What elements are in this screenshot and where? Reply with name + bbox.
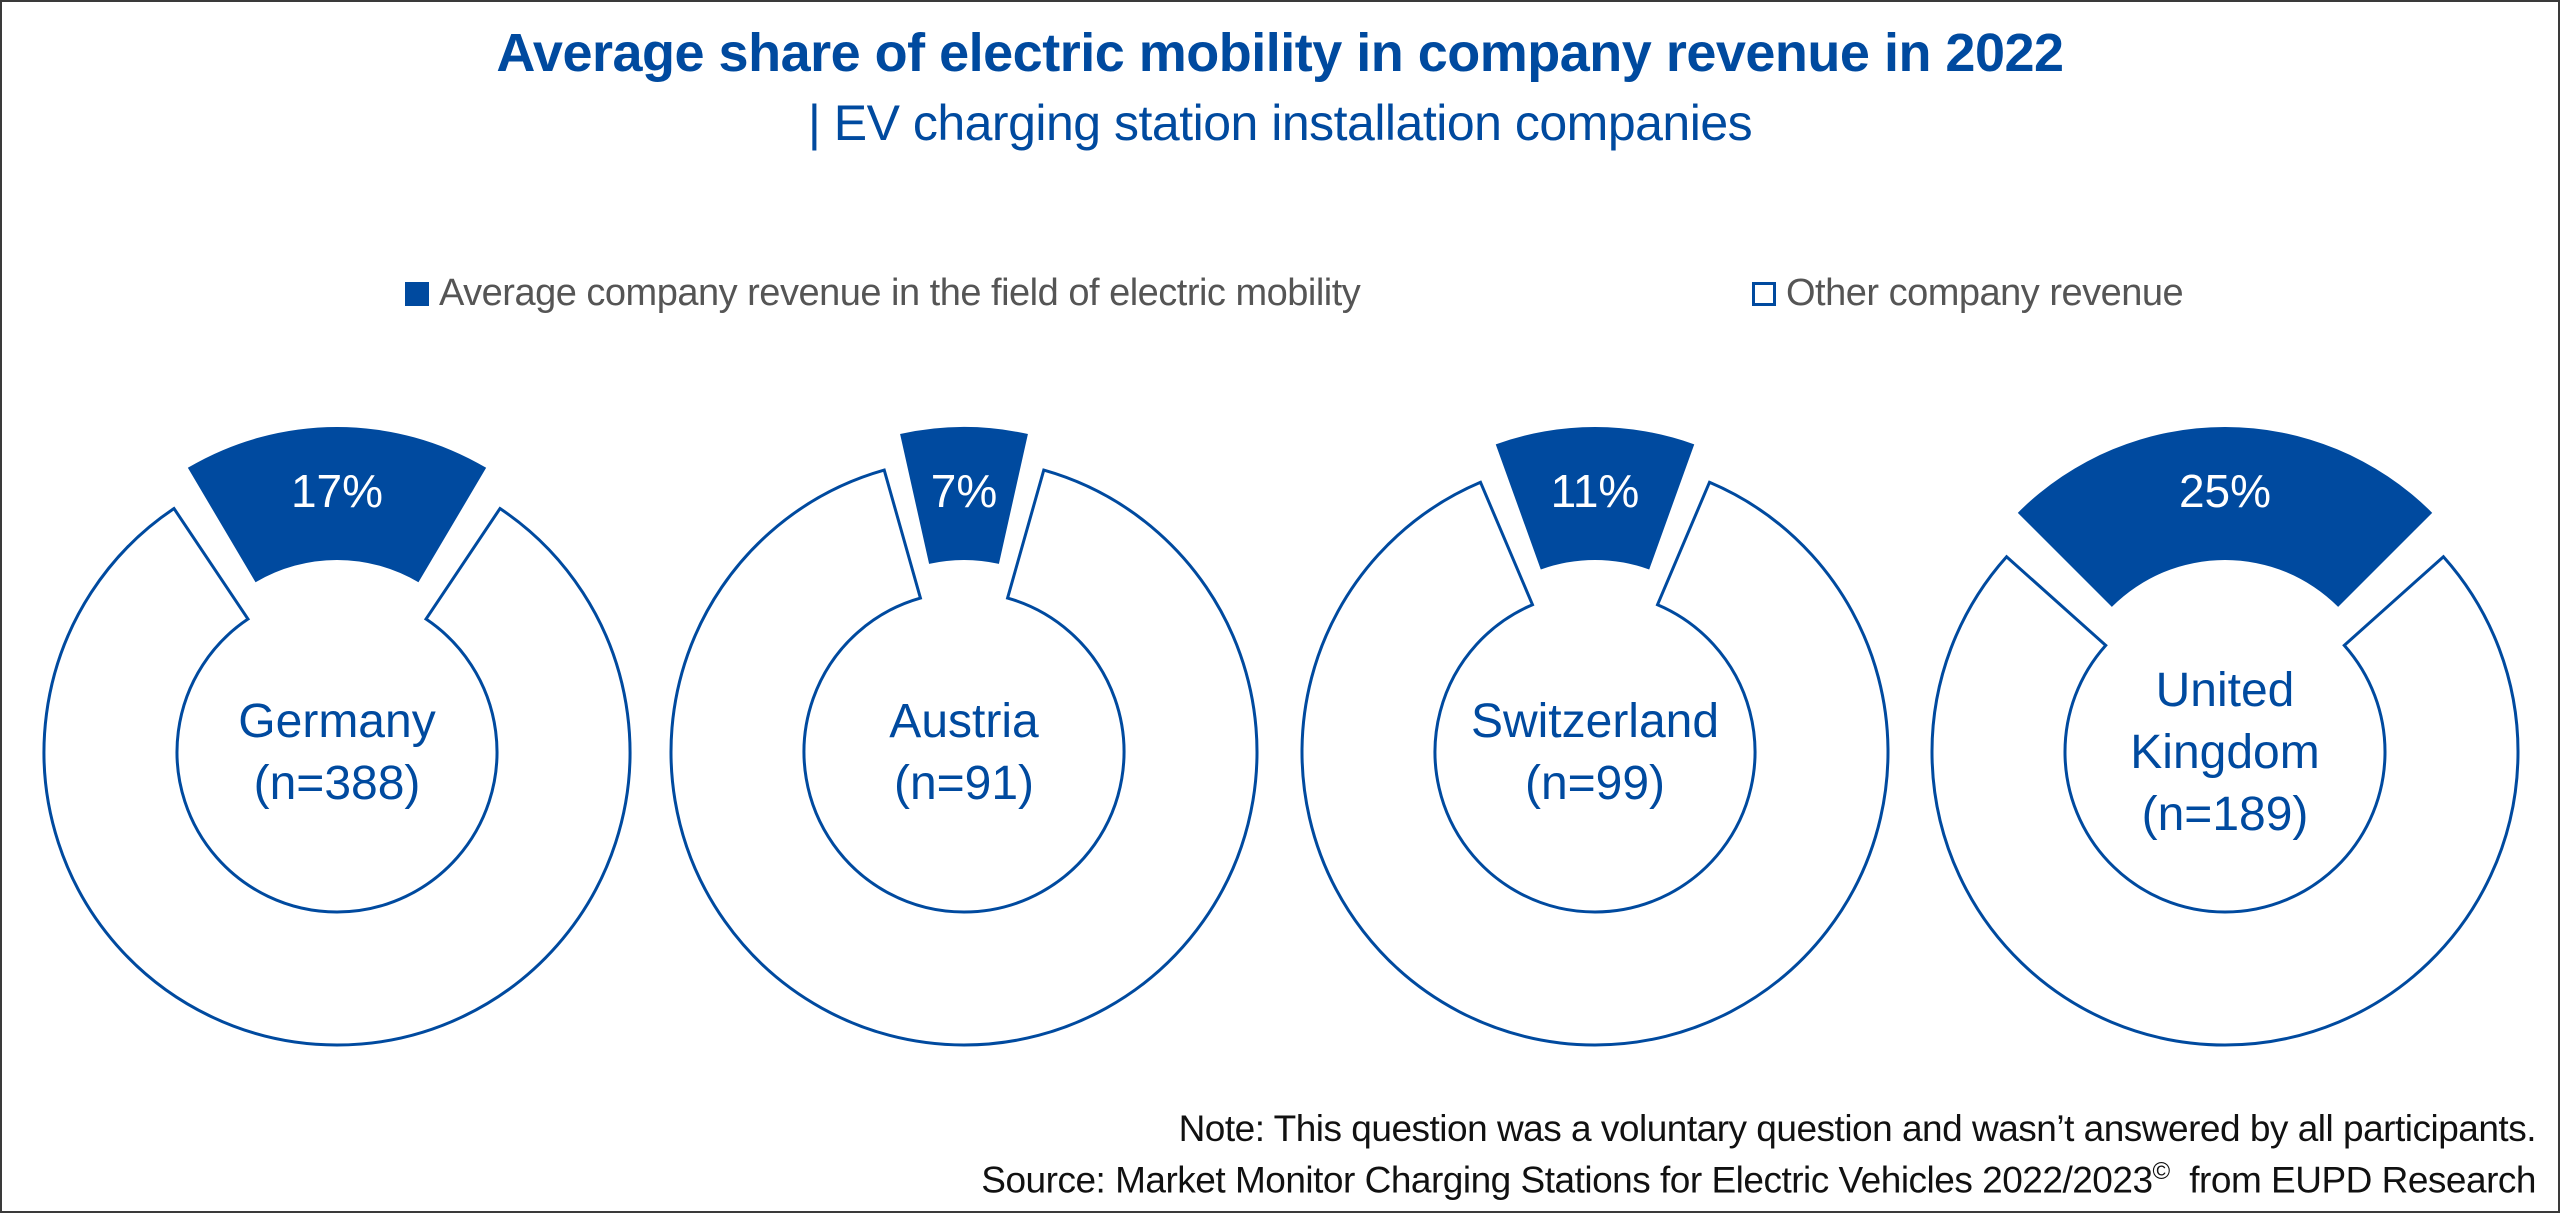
source-text: Source: Market Monitor Charging Stations… <box>981 1159 2153 1201</box>
country-label: United <box>2156 664 2295 717</box>
chart-title: Average share of electric mobility in co… <box>496 23 2064 83</box>
slice-ev-revenue <box>2017 426 2433 607</box>
footnote: Note: This question was a voluntary ques… <box>1178 1108 2537 1149</box>
donut-germany: 17% Germany (n=388) <box>42 427 632 1047</box>
slice-other-revenue <box>669 468 1259 1047</box>
slice-other-revenue <box>1300 480 1890 1047</box>
source-line: Source: Market Monitor Charging Stations… <box>981 1158 2536 1201</box>
value-label: 7% <box>931 465 997 517</box>
sample-size-label: (n=99) <box>1525 757 1665 810</box>
country-label: Kingdom <box>2130 726 2319 779</box>
sample-size-label: (n=91) <box>894 757 1034 810</box>
sample-size-label: (n=189) <box>2142 788 2309 841</box>
country-label: Switzerland <box>1471 695 1719 748</box>
donut-united-kingdom: 25% United Kingdom (n=189) <box>1930 426 2520 1047</box>
value-label: 17% <box>291 465 383 517</box>
slice-ev-revenue <box>900 427 1028 564</box>
copyright-mark: © <box>2152 1158 2171 1185</box>
country-label: Germany <box>238 695 435 748</box>
country-label: Austria <box>889 695 1039 748</box>
legend-swatch-outline-icon <box>1752 281 1776 306</box>
source-publisher: from EUPD Research <box>2169 1159 2536 1201</box>
legend-item-other-revenue: Other company revenue <box>1752 272 2184 315</box>
legend-item-ev-revenue: Average company revenue in the field of … <box>405 272 1361 315</box>
donut-switzerland: 11% Switzerland (n=99) <box>1300 427 1890 1047</box>
legend-label: Average company revenue in the field of … <box>439 272 1361 314</box>
chart-subtitle: | EV charging station installation compa… <box>807 95 1753 151</box>
value-label: 11% <box>1551 465 1640 517</box>
legend-label: Other company revenue <box>1786 272 2184 314</box>
value-label: 25% <box>2179 465 2271 517</box>
slice-other-revenue <box>1930 554 2520 1047</box>
slice-ev-revenue <box>187 427 487 583</box>
sample-size-label: (n=388) <box>254 757 421 810</box>
donut-austria: 7% Austria (n=91) <box>669 427 1259 1047</box>
slice-other-revenue <box>42 506 632 1047</box>
slice-ev-revenue <box>1495 427 1695 570</box>
legend-swatch-filled-icon <box>405 281 429 306</box>
